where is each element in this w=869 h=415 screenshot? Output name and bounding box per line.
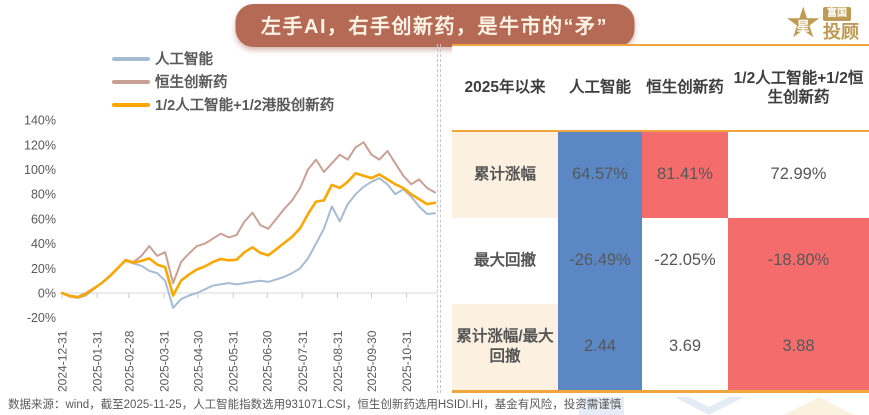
table-value-cell: -26.49% [558, 218, 642, 304]
y-axis-tick-label: 120% [24, 138, 56, 152]
x-axis-tick-label: 2024-12-31 [56, 330, 70, 392]
star-glyph: ★ [784, 0, 822, 46]
table-value-cell: -22.05% [642, 218, 728, 304]
table-row-label: 累计涨幅/最大回撤 [452, 304, 558, 390]
y-axis-tick-label: 0% [38, 287, 56, 301]
x-axis-tick-label: 2025-06-30 [261, 330, 275, 392]
star-inner-char: 星 [796, 18, 810, 34]
y-axis-tick-label: 20% [31, 262, 56, 276]
x-axis-tick-label: 2025-08-31 [331, 330, 345, 392]
legend-item: 1/2人工智能+1/2港股创新药 [112, 93, 334, 116]
x-axis-tick-label: 2025-04-30 [192, 330, 206, 392]
performance-chart: 140% 120% 100% 80% 60% 40% 20% 0% -20%2024-12-31… [24, 114, 437, 392]
legend-line-swatch [112, 102, 150, 107]
table-value-cell: 3.88 [728, 304, 869, 390]
y-axis-tick-label: 80% [31, 188, 56, 202]
y-axis-tick-label: 40% [31, 237, 56, 251]
legend-item: 恒生创新药 [112, 70, 334, 93]
brand-logo: ★ 星 富国 投顾 [784, 2, 859, 44]
x-axis-tick-label: 2025-05-31 [227, 330, 241, 392]
brand-name: 投顾 [823, 21, 859, 42]
legend-label: 1/2人工智能+1/2港股创新药 [155, 98, 335, 114]
table-value-cell: 81.41% [642, 132, 728, 218]
watermark-decoration [579, 397, 854, 415]
page-title: 左手AI，右手创新药，是牛市的“矛” [235, 4, 634, 47]
legend-line-swatch [112, 56, 150, 61]
y-axis-tick-label: 100% [24, 163, 56, 177]
table-value-cell: 3.69 [642, 304, 728, 390]
table-value-cell: 2.44 [558, 304, 642, 390]
y-axis-tick-label: -20% [27, 311, 56, 325]
x-axis-tick-label: 2025-01-31 [91, 330, 105, 392]
data-source-note: 数据来源：wind，截至2025-11-25，人工智能指数选用931071.CS… [8, 399, 622, 411]
series-line [60, 171, 437, 299]
y-axis-tick-label: 140% [24, 114, 56, 128]
x-axis-tick-label: 2025-03-31 [158, 330, 172, 392]
legend-label: 人工智能 [155, 52, 213, 68]
x-axis-tick-label: 2025-09-30 [365, 330, 379, 392]
brand-text: 富国 投顾 [823, 7, 859, 41]
table-value-cell: -18.80% [728, 218, 869, 304]
legend-label: 恒生创新药 [155, 75, 228, 91]
table-value-cell: 72.99% [728, 132, 869, 218]
legend-line-swatch [112, 79, 150, 84]
table-value-cell: 64.57% [558, 132, 642, 218]
legend-item: 人工智能 [112, 47, 334, 70]
star-icon: ★ 星 [784, 2, 822, 44]
x-axis-tick-label: 2025-07-31 [296, 330, 310, 392]
x-axis-tick-label: 2025-10-31 [400, 330, 414, 392]
vertical-dashed-divider [437, 44, 441, 393]
brand-badge: 富国 [823, 7, 851, 21]
table-header-cell: 2025年以来 [452, 46, 558, 132]
chart-legend: 人工智能恒生创新药 1/2人工智能+1/2港股创新药 [112, 47, 334, 116]
table-header-cell: 恒生创新药 [642, 46, 728, 132]
table-header-cell: 人工智能 [558, 46, 642, 132]
table-header-cell: 1/2人工智能+1/2恒生创新药 [728, 46, 869, 132]
x-axis-tick-label: 2025-02-28 [122, 330, 136, 392]
series-line [61, 177, 436, 309]
series-line [61, 141, 436, 298]
y-axis-tick-label: 60% [31, 212, 56, 226]
table-row-label: 最大回撤 [452, 218, 558, 304]
table-row-label: 累计涨幅 [452, 132, 558, 218]
performance-table: 2025年以来 人工智能 恒生创新药 1/2人工智能+1/2恒生创新药累计涨幅 64.5… [452, 44, 869, 393]
